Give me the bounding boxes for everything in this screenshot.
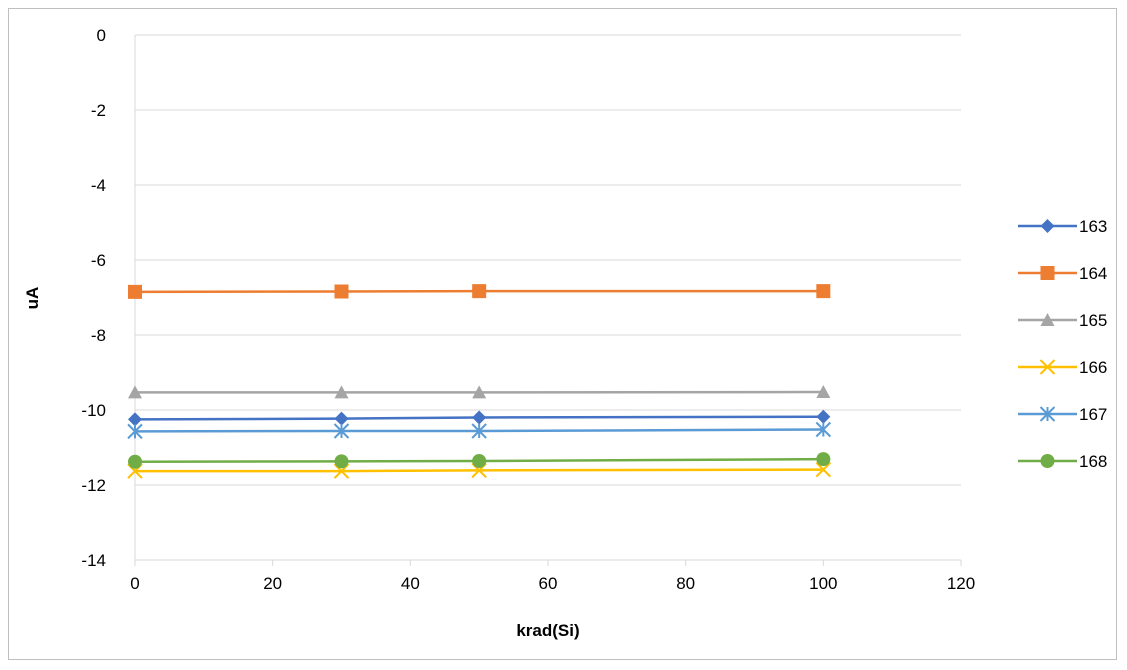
series-line: [134, 289, 824, 294]
legend: 163 164 165 166 167 168: [1018, 217, 1107, 471]
series-line: [134, 428, 824, 433]
data-point-square: [334, 284, 349, 299]
data-point-diamond: [816, 409, 831, 424]
legend-label: 168: [1079, 452, 1107, 471]
data-point-star: [333, 423, 350, 439]
legend-item: 167: [1018, 405, 1107, 424]
legend-item: 163: [1018, 217, 1107, 236]
series-line: [135, 468, 824, 473]
series-group: [127, 284, 832, 479]
data-point-diamond: [128, 412, 142, 427]
data-point-triangle: [334, 385, 349, 399]
chart-area: [8, 8, 1117, 660]
y-tick-label: 0: [97, 26, 106, 45]
data-point-square: [816, 284, 831, 299]
legend-label: 163: [1079, 217, 1107, 236]
y-tick-label: -2: [91, 101, 106, 120]
series-line: [134, 457, 824, 463]
y-axis-title: uA: [23, 287, 42, 310]
series-163: [128, 409, 831, 427]
x-tick-label: 60: [539, 574, 558, 593]
data-point-triangle: [472, 385, 487, 399]
data-point-star: [471, 423, 487, 439]
axes: 0 -2 -4 -6 -8 -10 -12 -14 0 20 40 60 80 100 120: [81, 26, 975, 593]
series-168: [128, 452, 831, 469]
y-tick-label: -14: [81, 551, 106, 570]
data-point-circle: [334, 454, 349, 469]
x-tick-label: 120: [947, 574, 975, 593]
data-point-diamond: [472, 410, 487, 425]
y-tick-label: -6: [91, 251, 106, 270]
x-tick-label: 80: [676, 574, 695, 593]
y-tick-label: -8: [91, 326, 106, 345]
x-tick-label: 20: [263, 574, 282, 593]
series-line: [134, 415, 824, 421]
legend-label: 164: [1079, 264, 1107, 283]
data-point-circle: [128, 454, 142, 469]
legend-item: 168: [1018, 452, 1107, 471]
data-point-circle: [472, 454, 487, 468]
legend-item: 165: [1018, 311, 1107, 330]
data-point-circle: [816, 452, 831, 467]
data-point-circle: [1040, 454, 1055, 468]
series-167: [127, 421, 832, 440]
gridlines: [135, 34, 961, 561]
series-164: [128, 284, 831, 299]
data-point-square: [128, 284, 142, 299]
x-tick-label: 40: [401, 574, 420, 593]
x-tick-label: 0: [130, 574, 139, 593]
data-point-x: [1039, 359, 1056, 375]
series-165: [128, 385, 831, 399]
legend-label: 167: [1079, 405, 1107, 424]
data-point-diamond: [1040, 219, 1055, 233]
legend-item: 166: [1018, 358, 1107, 377]
data-point-square: [472, 284, 487, 299]
data-point-square: [1040, 266, 1055, 280]
legend-label: 166: [1079, 358, 1107, 377]
x-tick-label: 100: [809, 574, 837, 593]
data-point-star: [127, 423, 143, 440]
data-point-triangle: [1040, 313, 1055, 326]
data-point-triangle: [816, 385, 831, 398]
data-point-diamond: [334, 411, 349, 426]
data-point-triangle: [128, 385, 142, 399]
y-tick-label: -10: [81, 401, 106, 420]
x-axis-title: krad(Si): [516, 621, 579, 640]
legend-label: 165: [1079, 311, 1107, 330]
y-tick-label: -4: [91, 176, 106, 195]
y-tick-label: -12: [81, 476, 106, 495]
legend-item: 164: [1018, 264, 1107, 283]
data-point-star: [815, 421, 832, 438]
data-point-star: [1039, 406, 1056, 422]
data-point-x: [815, 461, 832, 478]
